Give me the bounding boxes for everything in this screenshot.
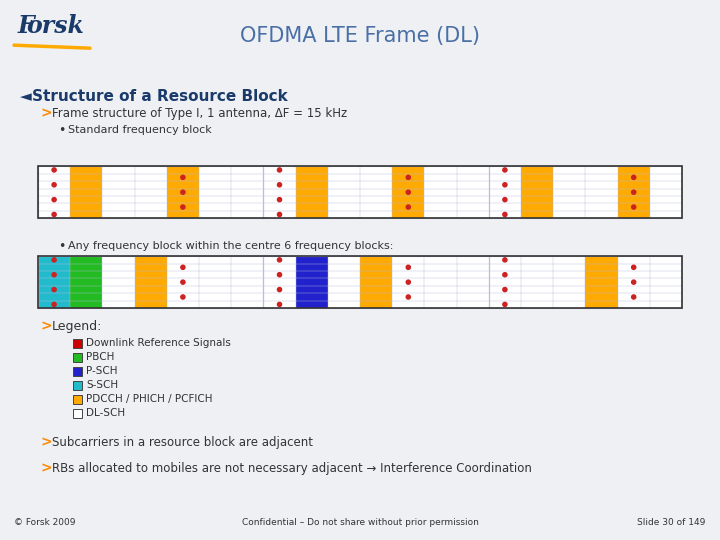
Text: Confidential – Do not share without prior permission: Confidential – Do not share without prio… [242,518,478,528]
Bar [73,367,82,376]
Bar [167,166,199,218]
Circle shape [52,183,56,187]
Circle shape [52,258,56,262]
Text: OFDMA LTE Frame (DL): OFDMA LTE Frame (DL) [240,26,480,46]
Circle shape [52,212,56,217]
Circle shape [277,258,282,262]
Text: >: > [40,106,52,120]
Bar [585,256,618,308]
Circle shape [631,190,636,194]
Text: Standard frequency block: Standard frequency block [68,125,212,135]
Bar [73,353,82,362]
Circle shape [406,190,410,194]
Bar [73,395,82,404]
Bar [73,381,82,390]
Circle shape [181,265,185,269]
Bar [360,256,392,308]
Circle shape [406,280,410,284]
Circle shape [277,198,282,202]
Text: Legend:: Legend: [52,320,102,333]
Circle shape [503,302,507,307]
Circle shape [503,198,507,202]
Circle shape [631,176,636,179]
Bar [73,339,82,348]
Circle shape [631,265,636,269]
Circle shape [503,212,507,217]
Bar [38,166,682,218]
Text: >: > [40,319,52,333]
Bar [38,256,682,308]
Circle shape [277,273,282,277]
Circle shape [631,205,636,209]
Text: Downlink Reference Signals: Downlink Reference Signals [86,338,231,348]
Bar [296,256,328,308]
Circle shape [277,287,282,292]
Circle shape [181,280,185,284]
Bar [71,256,102,308]
Circle shape [277,302,282,307]
Bar [392,166,424,218]
Text: Subcarriers in a resource block are adjacent: Subcarriers in a resource block are adja… [52,436,313,449]
Text: RBs allocated to mobiles are not necessary adjacent → Interference Coordination: RBs allocated to mobiles are not necessa… [52,462,532,475]
Bar [73,409,82,418]
Bar [71,166,102,218]
Circle shape [181,190,185,194]
Circle shape [406,295,410,299]
Circle shape [52,273,56,277]
Circle shape [503,168,507,172]
Text: Structure of a Resource Block: Structure of a Resource Block [32,89,288,104]
Circle shape [52,168,56,172]
Text: Frame structure of Type I, 1 antenna, ΔF = 15 kHz: Frame structure of Type I, 1 antenna, ΔF… [52,107,347,120]
Circle shape [503,287,507,292]
Bar [296,166,328,218]
Text: P-SCH: P-SCH [86,366,117,376]
Circle shape [503,258,507,262]
Circle shape [277,183,282,187]
Circle shape [181,176,185,179]
Circle shape [503,183,507,187]
Bar [38,166,682,218]
Bar [618,166,650,218]
Text: PDCCH / PHICH / PCFICH: PDCCH / PHICH / PCFICH [86,394,212,404]
Bar [521,166,553,218]
Circle shape [52,287,56,292]
Circle shape [181,295,185,299]
Circle shape [52,302,56,307]
Text: orsk: orsk [26,14,84,38]
Circle shape [181,205,185,209]
Text: Slide 30 of 149: Slide 30 of 149 [637,518,706,528]
Circle shape [503,273,507,277]
Bar [38,256,682,308]
Circle shape [406,205,410,209]
Circle shape [406,265,410,269]
Text: •: • [58,124,66,137]
Text: © Forsk 2009: © Forsk 2009 [14,518,76,528]
Bar [38,256,71,308]
Circle shape [406,176,410,179]
Text: Any frequency block within the centre 6 frequency blocks:: Any frequency block within the centre 6 … [68,241,393,251]
Text: DL-SCH: DL-SCH [86,408,125,418]
Text: •: • [58,240,66,253]
Bar [135,256,167,308]
Text: >: > [40,435,52,449]
Text: >: > [40,461,52,475]
Text: PBCH: PBCH [86,352,114,362]
Text: S-SCH: S-SCH [86,380,118,390]
Circle shape [631,280,636,284]
Text: ◄: ◄ [20,89,32,104]
Text: F: F [18,14,35,38]
Circle shape [277,168,282,172]
Circle shape [277,212,282,217]
Circle shape [52,198,56,202]
Circle shape [631,295,636,299]
